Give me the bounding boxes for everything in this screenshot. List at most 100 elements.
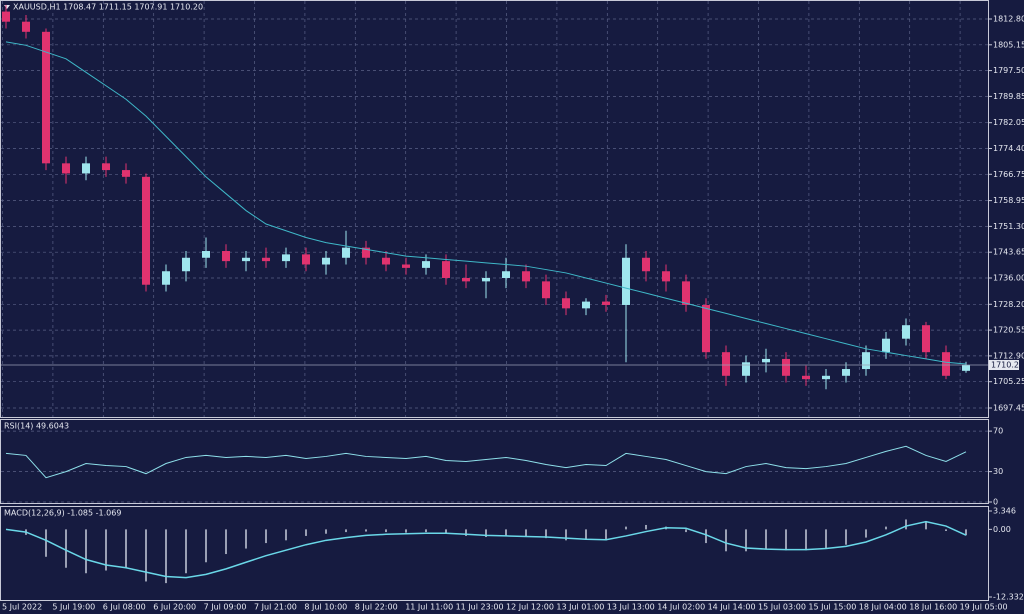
- y-tick-label: 0: [993, 498, 998, 507]
- main-panel-frame: [0, 0, 989, 418]
- x-tick-label: 15 Jul 15:00: [808, 603, 856, 612]
- candle-body: [642, 257, 650, 272]
- x-tick-label: 7 Jul 21:00: [254, 603, 297, 612]
- candle-body: [942, 352, 950, 376]
- rsi-panel-frame: [0, 419, 989, 504]
- candle-body: [182, 257, 190, 272]
- price-label-box: [989, 359, 1019, 370]
- candle-body: [202, 251, 210, 258]
- candle-body: [502, 271, 510, 278]
- candle-body: [802, 375, 810, 380]
- candle-body: [62, 163, 70, 174]
- y-tick-label: 3.346: [993, 507, 1016, 516]
- candle-body: [882, 338, 890, 353]
- y-tick-label: 0.00: [993, 525, 1011, 534]
- candle-body: [842, 369, 850, 376]
- x-tick-label: 13 Jul 13:00: [607, 603, 655, 612]
- y-tick-label: 1789.85: [993, 92, 1024, 101]
- candle-body: [702, 304, 710, 353]
- rsi-title: RSI(14) 49.6043: [4, 422, 69, 431]
- candle-body: [822, 375, 830, 380]
- y-tick-label: 70: [993, 427, 1003, 436]
- candle-body: [622, 257, 630, 305]
- candle-body: [782, 358, 790, 376]
- y-tick-label: 1728.20: [993, 300, 1024, 309]
- candle-body: [542, 281, 550, 299]
- x-tick-label: 7 Jul 09:00: [204, 603, 247, 612]
- y-tick-label: 30: [993, 467, 1003, 476]
- candle-body: [382, 257, 390, 265]
- candle-body: [902, 325, 910, 339]
- candle-body: [22, 21, 30, 32]
- y-tick-label: 1720.55: [993, 326, 1024, 335]
- candle-body: [122, 170, 130, 177]
- y-tick-label: 1751.30: [993, 222, 1024, 231]
- candle-body: [362, 247, 370, 258]
- x-tick-label: 8 Jul 10:00: [304, 603, 347, 612]
- candle-body: [562, 298, 570, 309]
- y-tick-label: 1758.95: [993, 196, 1024, 205]
- x-tick-label: 15 Jul 03:00: [758, 603, 806, 612]
- candle-body: [582, 301, 590, 309]
- candle-body: [162, 271, 170, 285]
- y-tick-label: 1805.15: [993, 40, 1024, 49]
- y-tick-label: 1797.50: [993, 66, 1024, 75]
- x-tick-label: 13 Jul 01:00: [556, 603, 604, 612]
- signal-line: [5, 520, 967, 579]
- candle-body: [442, 261, 450, 278]
- x-tick-label: 11 Jul 11:00: [405, 603, 453, 612]
- candle-body: [82, 163, 90, 174]
- macd-panel-frame: [0, 506, 989, 601]
- candle-body: [282, 254, 290, 262]
- x-tick-label: 14 Jul 02:00: [657, 603, 705, 612]
- candle-body: [722, 352, 730, 376]
- y-tick-label: 1766.75: [993, 170, 1024, 179]
- candle-body: [462, 277, 470, 282]
- x-tick-label: 5 Jul 19:00: [52, 603, 95, 612]
- candle-body: [142, 176, 150, 285]
- x-tick-label: 14 Jul 14:00: [708, 603, 756, 612]
- x-tick-label: 18 Jul 16:00: [909, 603, 957, 612]
- y-tick-label: 1697.45: [993, 403, 1024, 412]
- candle-body: [342, 247, 350, 258]
- candle-body: [222, 251, 230, 262]
- candle-body: [2, 11, 10, 22]
- y-tick-label: 1774.40: [993, 144, 1024, 153]
- main-title: XAUUSD,H1 1708.47 1711.15 1707.91 1710.2…: [13, 3, 203, 12]
- candle-body: [402, 264, 410, 268]
- y-tick-label: 1812.80: [993, 14, 1024, 23]
- x-tick-label: 18 Jul 04:00: [859, 603, 907, 612]
- y-tick-label: 1736.00: [993, 273, 1024, 282]
- x-tick-label: 6 Jul 20:00: [153, 603, 196, 612]
- x-tick-label: 8 Jul 22:00: [355, 603, 398, 612]
- candle-body: [482, 277, 490, 282]
- y-tick-label: 1705.25: [993, 377, 1024, 386]
- y-tick-label: 1712.90: [993, 351, 1024, 360]
- candle-body: [862, 352, 870, 370]
- candle-body: [602, 301, 610, 305]
- candle-body: [302, 254, 310, 265]
- candle-body: [242, 257, 250, 262]
- y-tick-label: 1782.05: [993, 118, 1024, 127]
- x-tick-label: 12 Jul 12:00: [506, 603, 554, 612]
- moving-average: [5, 41, 967, 365]
- candle-body: [762, 358, 770, 363]
- x-tick-label: 19 Jul 05:00: [960, 603, 1008, 612]
- candle-body: [922, 325, 930, 353]
- candle-body: [962, 364, 970, 371]
- indicator-line: [5, 445, 967, 479]
- candle-body: [522, 271, 530, 282]
- x-tick-label: 5 Jul 2022: [2, 603, 42, 612]
- x-tick-label: 11 Jul 23:00: [456, 603, 504, 612]
- candle-body: [102, 163, 110, 171]
- candle-body: [682, 281, 690, 305]
- candle-body: [662, 271, 670, 282]
- y-tick-label: 1743.65: [993, 248, 1024, 257]
- price-label: 1710.20: [991, 360, 1024, 369]
- macd-title: MACD(12,26,9) -1.085 -1.069: [4, 509, 121, 518]
- y-tick-label: -12.332: [993, 593, 1024, 602]
- x-tick-label: 6 Jul 08:00: [103, 603, 146, 612]
- candle-body: [42, 31, 50, 164]
